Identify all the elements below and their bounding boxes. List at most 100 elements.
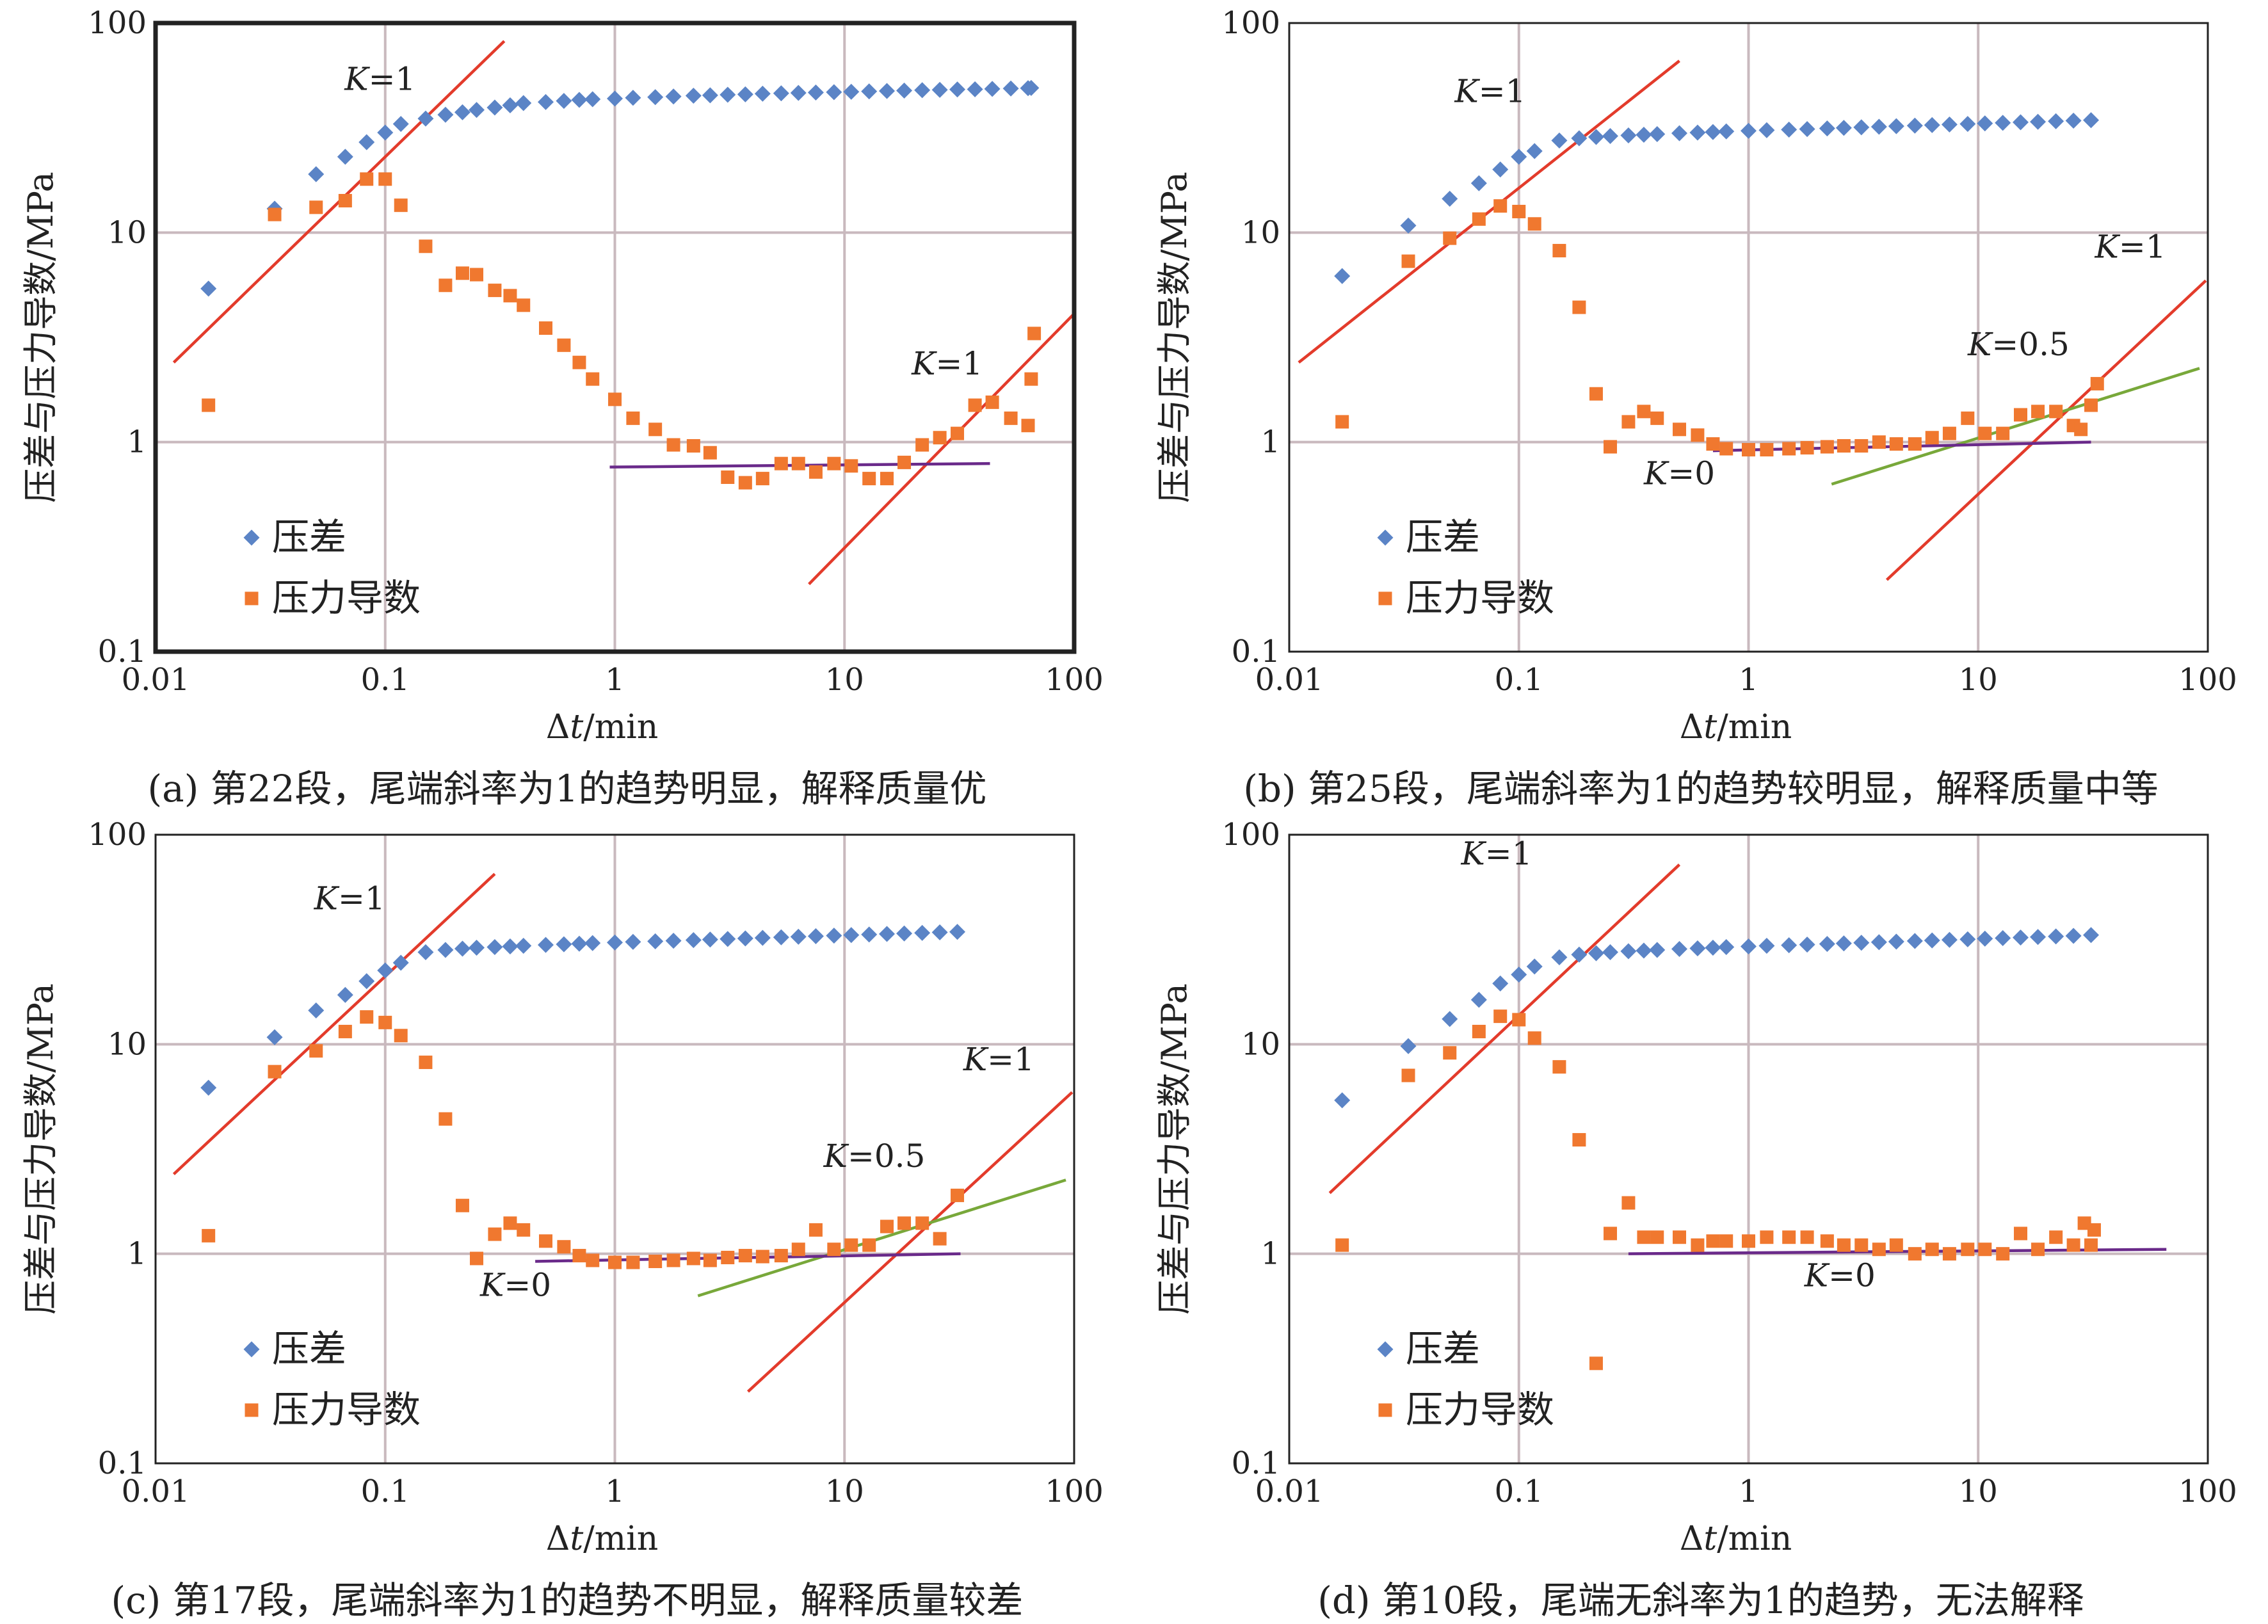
data-point-pressure-derivative [1621,1196,1636,1210]
data-point-pressure-derivative [1443,1046,1457,1060]
data-point-pressure-diff [437,106,454,123]
slope-line [1298,60,1680,364]
data-point-pressure-diff [392,116,409,133]
data-point-pressure-derivative [586,372,600,386]
data-point-pressure-derivative [309,200,323,214]
data-point-pressure-diff [1511,149,1527,165]
data-point-pressure-diff [1959,116,1976,133]
slope-annotation-value: =1 [369,60,416,97]
chart-svg-c: 0.01 0.1 1 10 1000.1110100Δt/min压差与压力导数/MPaK… [20,817,1104,1558]
slope-annotation-k: K [823,1138,849,1175]
data-point-pressure-derivative [1527,1031,1541,1045]
x-axis-label-var: t [570,1520,583,1558]
data-point-pressure-diff [1334,268,1351,284]
data-point-pressure-derivative [1978,1242,1992,1257]
x-axis-label: Δt/min [546,1520,658,1558]
data-point-pressure-derivative [1691,1238,1705,1252]
data-point-pressure-diff [538,93,554,110]
data-point-pressure-derivative [1908,1247,1922,1261]
y-axis-label: 压差与压力导数/MPa [1154,983,1194,1315]
data-point-pressure-derivative [1335,415,1349,429]
y-axis-label: 压差与压力导数/MPa [1154,172,1194,503]
data-point-pressure-derivative [2084,398,2098,412]
data-point-pressure-derivative [1760,443,1774,457]
data-point-pressure-diff [607,90,623,107]
data-point-pressure-derivative [557,338,571,352]
x-tick-label: 10 [825,1474,864,1509]
data-point-pressure-derivative [1908,437,1922,451]
slope-annotation-value: =1 [935,345,983,382]
x-tick-label: 100 [1045,662,1104,698]
data-point-pressure-diff [861,926,878,943]
data-point-pressure-diff [1819,120,1835,137]
data-point-pressure-derivative [608,392,622,406]
data-point-pressure-diff [843,927,860,944]
data-point-pressure-derivative [1024,372,1038,386]
x-axis-label-unit: /min [583,1520,658,1558]
data-point-pressure-diff [914,924,931,941]
data-point-pressure-derivative [2087,1223,2101,1237]
x-tick-label: 10 [825,662,864,698]
legend-marker-diamond [243,529,260,546]
chart-svg-d: 0.01 0.1 1 10 1000.1110100Δt/min压差与压力导数/MPaK… [1154,817,2237,1558]
data-point-pressure-diff [896,83,913,99]
y-tick-label: 1 [127,424,147,460]
data-point-pressure-derivative [438,278,453,293]
data-point-pressure-derivative [394,198,408,213]
slope-annotation-value: =1 [338,880,385,917]
data-point-pressure-derivative [1942,1247,1956,1261]
data-point-pressure-diff [1689,124,1706,141]
data-point-pressure-diff [879,926,896,942]
data-point-pressure-diff [1924,932,1940,949]
data-point-pressure-derivative [1673,422,1687,437]
slope-annotation: K=1 [314,880,385,917]
slope-annotation-k: K [1643,454,1669,492]
data-point-pressure-derivative [455,266,469,280]
slope-annotation-k: K [911,345,937,382]
data-point-pressure-derivative [2031,405,2045,419]
slope-annotation: K=1 [1454,72,1525,109]
data-point-pressure-diff [931,81,948,98]
data-point-pressure-derivative [455,1198,469,1212]
chart-caption: (b) 第25段，尾端斜率为1的趋势较明显，解释质量中等 [1134,759,2268,812]
slope-annotation: K=0.5 [1967,326,2070,363]
data-point-pressure-diff [1636,127,1652,143]
data-point-pressure-diff [2030,113,2047,130]
data-point-pressure-derivative [557,1240,571,1254]
data-point-pressure-derivative [808,465,823,479]
data-point-pressure-diff [1526,143,1543,159]
data-point-pressure-diff [1758,938,1775,954]
data-point-pressure-diff [754,85,771,102]
data-point-pressure-diff [647,933,664,949]
data-point-pressure-diff [607,934,623,951]
chart-panel-b: 0.01 0.1 1 10 100 0.1 1 10 100 Δt/min 压差与压力导数/MPa K… [1134,0,2268,812]
slope-annotation-value: =1 [987,1041,1034,1078]
data-point-pressure-derivative [438,1112,453,1126]
data-point-pressure-derivative [774,456,788,470]
data-point-pressure-derivative [1572,1133,1586,1147]
data-point-pressure-derivative [268,1065,282,1079]
legend-label: 压差 [272,515,346,559]
data-point-pressure-diff [931,924,948,941]
data-point-pressure-diff [1705,124,1721,140]
data-point-pressure-diff [1819,936,1835,953]
x-axis-label-delta: Δ [1680,708,1704,746]
x-tick-label: 10 [1959,662,1998,698]
legend-marker-square [1378,1403,1392,1417]
data-point-pressure-diff [2048,113,2064,129]
data-point-pressure-derivative [686,1251,700,1266]
slope-line [1885,279,2207,581]
x-axis-label: Δt/min [1680,1520,1792,1558]
data-point-pressure-diff [702,931,718,948]
data-point-pressure-diff [200,280,217,297]
data-point-pressure-derivative [503,289,517,303]
data-point-pressure-diff [502,97,519,113]
slope-annotation: K=1 [911,345,983,382]
data-point-pressure-derivative [378,172,392,186]
data-point-pressure-diff [308,1002,325,1019]
y-axis-label: 压差与压力导数/MPa [20,172,61,503]
slope-annotation-k: K [314,880,340,917]
data-point-pressure-diff [807,84,824,101]
slope-annotation: K=1 [2094,228,2166,265]
data-point-pressure-derivative [1760,1230,1774,1244]
